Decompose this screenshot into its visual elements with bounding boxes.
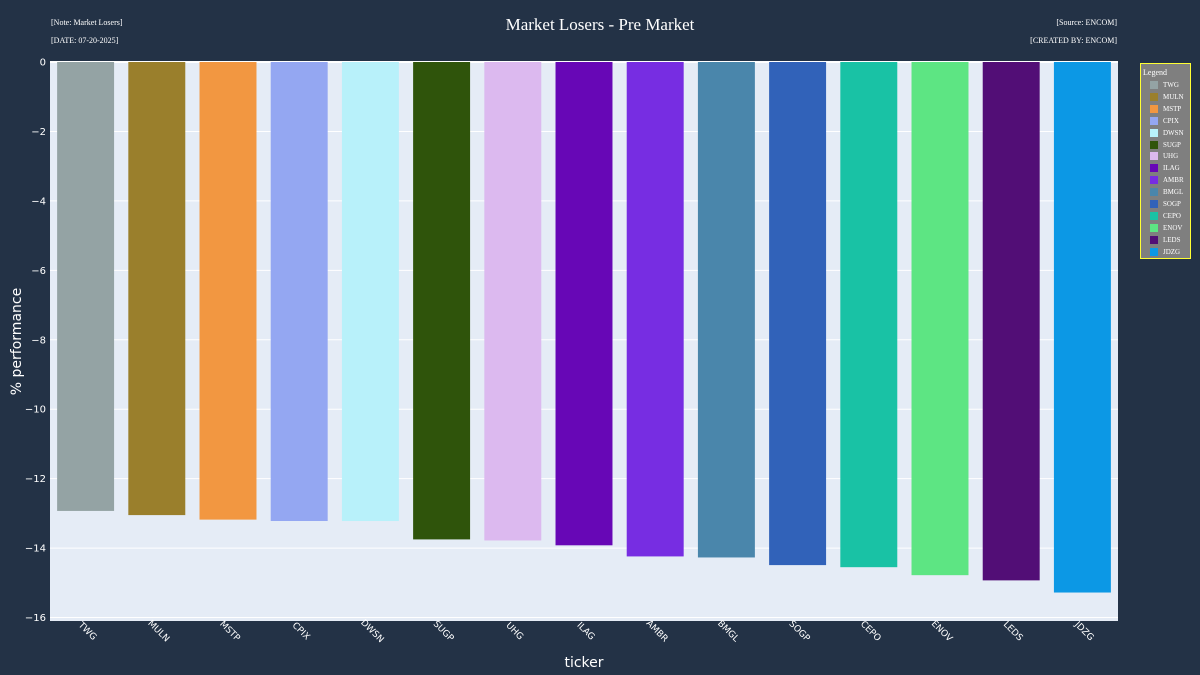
- legend-swatch: [1150, 188, 1158, 197]
- bar-cepo: [840, 62, 898, 568]
- legend-label: ILAG: [1163, 164, 1180, 173]
- bar-leds: [982, 62, 1040, 581]
- x-tick-label: ENOV: [929, 619, 955, 645]
- x-tick-label: MSTP: [217, 619, 242, 644]
- x-tick-label: AMBR: [644, 619, 670, 645]
- x-axis-ticks: TWG MULN MSTP CPIX DWSN SUGP UHG ILAG AMBR BMGL SO…: [75, 618, 1095, 645]
- y-tick-label: −4: [31, 196, 46, 207]
- legend-label: ENOV: [1163, 223, 1183, 232]
- x-tick-label: SUGP: [431, 619, 456, 644]
- x-tick-label: DWSN: [358, 618, 385, 645]
- x-axis-title: ticker: [564, 655, 603, 671]
- legend-swatch: [1150, 164, 1158, 173]
- y-tick-label: −12: [25, 474, 46, 485]
- legend-swatch: [1150, 140, 1158, 149]
- legend-swatch: [1150, 247, 1158, 256]
- x-tick-label: UHG: [503, 621, 524, 642]
- bar-twg: [57, 62, 115, 511]
- legend-swatch: [1150, 92, 1158, 101]
- legend-swatch: [1150, 128, 1158, 137]
- bar-jdzg: [1053, 62, 1111, 593]
- legend-label: SOGP: [1163, 200, 1181, 208]
- legend-swatch: [1150, 211, 1158, 220]
- x-tick-label: MULN: [145, 619, 171, 645]
- x-tick-label: TWG: [75, 620, 98, 643]
- source-label: [Source: ENCOM]: [1056, 18, 1117, 27]
- bar-cpix: [270, 62, 328, 522]
- note-label: [Note: Market Losers]: [51, 18, 123, 27]
- x-tick-label: SOGP: [787, 619, 812, 644]
- legend-item[interactable]: DWSN: [1150, 128, 1184, 138]
- y-tick-label: −6: [31, 266, 46, 277]
- legend-item[interactable]: UHG: [1150, 151, 1178, 161]
- legend-label: CPIX: [1163, 116, 1179, 125]
- legend-label: LEDS: [1163, 235, 1181, 244]
- legend-item[interactable]: SOGP: [1150, 199, 1181, 209]
- y-tick-label: −14: [25, 544, 46, 555]
- legend-label: AMBR: [1163, 176, 1184, 185]
- legend-swatch: [1150, 104, 1158, 113]
- legend-label: BMGL: [1163, 188, 1184, 197]
- x-tick-label: JDZG: [1072, 619, 1096, 643]
- legend-label: TWG: [1163, 81, 1179, 89]
- bar-dwsn: [341, 62, 399, 522]
- y-tick-label: −2: [31, 127, 46, 138]
- bar-ilag: [555, 62, 613, 546]
- x-tick-label: CPIX: [290, 621, 312, 643]
- created-by-label: [CREATED BY: ENCOM]: [1030, 36, 1117, 45]
- legend-label: MULN: [1163, 92, 1184, 101]
- legend-label: DWSN: [1163, 128, 1184, 137]
- legend-item[interactable]: AMBR: [1150, 175, 1184, 185]
- legend-swatch: [1150, 200, 1158, 208]
- bar-muln: [128, 62, 186, 516]
- legend-item[interactable]: MSTP: [1150, 104, 1181, 114]
- legend-label: CEPO: [1163, 211, 1181, 220]
- bar-mstp: [199, 62, 257, 520]
- legend-label: JDZG: [1163, 247, 1181, 256]
- x-tick-label: LEDS: [1001, 620, 1025, 644]
- y-tick-label: 0: [40, 58, 46, 69]
- y-tick-label: −10: [25, 405, 46, 416]
- bar-bmgl: [697, 62, 755, 558]
- y-tick-label: −16: [25, 613, 46, 624]
- legend-title: Legend: [1143, 68, 1167, 77]
- x-tick-label: BMGL: [715, 619, 740, 644]
- legend-item[interactable]: SUGP: [1150, 140, 1181, 150]
- legend-item[interactable]: CPIX: [1150, 116, 1179, 126]
- legend-item[interactable]: ILAG: [1150, 163, 1180, 173]
- legend-item[interactable]: BMGL: [1150, 187, 1183, 197]
- legend-swatch: [1150, 152, 1158, 161]
- legend-item[interactable]: CEPO: [1150, 211, 1181, 221]
- legend-item[interactable]: MULN: [1150, 92, 1184, 102]
- legend-item[interactable]: LEDS: [1150, 235, 1181, 245]
- legend-label: UHG: [1163, 152, 1179, 161]
- legend-swatch: [1150, 176, 1158, 185]
- y-axis-ticks: 0 −2 −4 −6 −8 −10 −12 −14 −16: [25, 58, 46, 625]
- date-label: [DATE: 07-20-2025]: [51, 36, 119, 45]
- legend: Legend TWG MULN MSTP CPIX DWSN SUGP UHG ILAG AMB…: [1140, 63, 1191, 259]
- legend-item[interactable]: ENOV: [1150, 223, 1182, 233]
- legend-label: SUGP: [1163, 140, 1181, 149]
- legend-label: MSTP: [1163, 104, 1182, 113]
- bar-enov: [911, 62, 969, 576]
- chart-title: Market Losers - Pre Market: [505, 15, 695, 34]
- legend-item[interactable]: JDZG: [1150, 247, 1180, 257]
- bar-sogp: [769, 62, 827, 566]
- legend-item[interactable]: TWG: [1150, 80, 1179, 90]
- legend-swatch: [1150, 235, 1158, 244]
- bars: [57, 62, 1111, 593]
- bar-uhg: [484, 62, 542, 541]
- x-tick-label: CEPO: [858, 619, 882, 643]
- y-tick-label: −8: [31, 335, 46, 346]
- legend-swatch: [1150, 116, 1158, 125]
- legend-swatch: [1150, 81, 1158, 89]
- bar-sugp: [413, 62, 471, 540]
- y-axis-title: % performance: [9, 288, 25, 395]
- x-tick-label: ILAG: [575, 621, 597, 643]
- bar-ambr: [626, 62, 684, 557]
- legend-swatch: [1150, 223, 1158, 232]
